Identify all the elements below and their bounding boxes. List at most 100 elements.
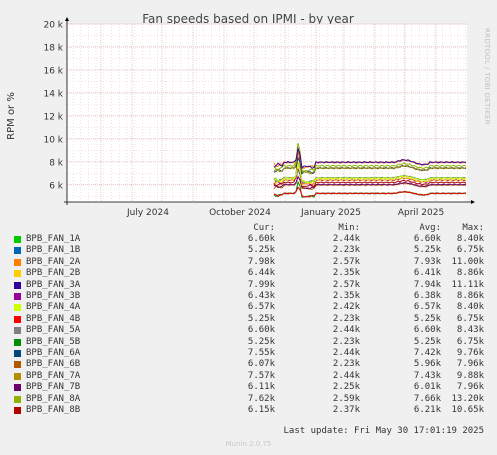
legend-value-cur: 7.99k xyxy=(247,279,275,290)
legend-value-min: 2.23k xyxy=(332,336,360,347)
legend-swatch xyxy=(14,315,21,323)
y-tick-label: 20 k xyxy=(43,21,63,31)
legend-value-max: 8.86k xyxy=(456,268,484,279)
legend-value-min: 2.57k xyxy=(332,279,360,290)
legend-swatch xyxy=(14,281,21,289)
legend-swatch xyxy=(14,293,21,300)
legend-value-cur: 5.25k xyxy=(247,245,275,256)
legend-series-name: BPB_FAN_7B xyxy=(26,382,81,393)
y-tick-label: 18 k xyxy=(43,43,63,53)
legend-value-avg: 6.21k xyxy=(413,405,441,415)
munin-version: Munin 2.0.75 xyxy=(225,440,272,448)
legend-swatch xyxy=(14,338,21,346)
legend-swatch xyxy=(14,247,21,255)
legend-value-min: 2.37k xyxy=(332,405,360,415)
x-axis-arrow xyxy=(471,200,475,204)
legend-series-name: BPB_FAN_8B xyxy=(26,405,81,415)
legend-value-min: 2.25k xyxy=(332,382,360,393)
legend-value-avg: 7.43k xyxy=(413,370,441,381)
legend-value-min: 2.23k xyxy=(332,359,360,370)
last-update-text: Last update: Fri May 30 17:01:19 2025 xyxy=(283,426,484,436)
y-tick-label: 6 k xyxy=(49,181,64,191)
legend-header-avg: Avg: xyxy=(419,223,441,233)
legend-value-max: 11.11k xyxy=(451,279,484,290)
legend-value-min: 2.35k xyxy=(332,268,360,279)
legend-swatch xyxy=(14,258,21,266)
legend-value-min: 2.59k xyxy=(332,393,360,404)
legend-header-cur: Cur: xyxy=(253,223,275,233)
legend-value-avg: 6.60k xyxy=(413,234,441,244)
legend-value-cur: 6.57k xyxy=(247,302,275,313)
series-line-bpb_fan_8b xyxy=(273,148,467,188)
grid xyxy=(67,23,467,202)
series-line-bpb_fan_3a xyxy=(273,146,467,170)
legend-swatch xyxy=(14,270,21,278)
x-tick-label: April 2025 xyxy=(398,208,444,218)
series-line-bpb_fan_8a xyxy=(273,142,467,172)
legend-swatch xyxy=(14,372,21,380)
x-tick-label: October 2024 xyxy=(209,208,271,218)
legend-value-avg: 6.60k xyxy=(413,325,441,336)
legend-value-max: 9.88k xyxy=(456,370,484,381)
legend-value-max: 8.40k xyxy=(456,234,484,244)
series-line-bpb_fan_7a xyxy=(273,149,467,175)
rrdtool-watermark: RRDTOOL / TOBI OETIKER xyxy=(483,28,491,125)
legend-swatch xyxy=(14,304,21,312)
axes: 6 k 8 k 10 k 12 k 14 k 16 k 18 k 20 k July 2024 O… xyxy=(43,17,475,218)
legend-value-avg: 7.42k xyxy=(413,348,441,358)
legend-value-min: 2.44k xyxy=(332,370,360,381)
legend-value-max: 13.20k xyxy=(451,393,484,404)
legend-value-min: 2.44k xyxy=(332,234,360,244)
legend-header-max: Max: xyxy=(462,223,484,233)
series-layer xyxy=(273,142,467,199)
legend-series-name: BPB_FAN_2A xyxy=(26,256,81,267)
legend-value-avg: 7.93k xyxy=(413,256,441,267)
legend-value-max: 9.76k xyxy=(456,348,484,358)
legend-value-avg: 7.66k xyxy=(413,393,441,404)
legend-value-cur: 5.25k xyxy=(247,336,275,347)
legend-value-max: 8.86k xyxy=(456,291,484,301)
series-line-bpb_fan_2a xyxy=(273,148,467,170)
legend-series-name: BPB_FAN_8A xyxy=(26,393,81,404)
legend-value-min: 2.35k xyxy=(332,291,360,301)
legend-value-max: 6.75k xyxy=(456,336,484,347)
legend-series-name: BPB_FAN_1A xyxy=(26,234,81,244)
legend-value-max: 8.40k xyxy=(456,302,484,313)
series-line-bpb_fan_7b xyxy=(273,175,467,190)
legend-series-name: BPB_FAN_5B xyxy=(26,336,81,347)
legend-swatch xyxy=(14,384,21,392)
legend-value-cur: 6.60k xyxy=(247,325,275,336)
legend-value-cur: 7.98k xyxy=(247,256,275,267)
legend-value-max: 6.75k xyxy=(456,313,484,324)
legend-value-cur: 7.55k xyxy=(247,348,275,358)
legend-value-min: 2.23k xyxy=(332,313,360,324)
legend-value-min: 2.57k xyxy=(332,256,360,267)
y-tick-label: 10 k xyxy=(43,135,63,145)
legend-swatch xyxy=(14,236,21,243)
legend-swatch xyxy=(14,361,21,369)
legend-value-cur: 6.11k xyxy=(247,382,275,393)
x-tick-label: July 2024 xyxy=(126,208,169,218)
series-line-bpb_fan_4a xyxy=(273,163,467,184)
legend-value-avg: 6.57k xyxy=(413,302,441,313)
y-tick-label: 8 k xyxy=(49,158,64,168)
legend-value-cur: 6.07k xyxy=(247,359,275,370)
legend-value-avg: 5.25k xyxy=(413,245,441,256)
legend-value-min: 2.44k xyxy=(332,348,360,358)
legend-value-avg: 6.41k xyxy=(413,268,441,279)
legend-value-max: 8.43k xyxy=(456,325,484,336)
legend-value-max: 7.96k xyxy=(456,359,484,370)
legend-value-min: 2.23k xyxy=(332,245,360,256)
legend-value-avg: 7.94k xyxy=(413,279,441,290)
legend-value-max: 10.65k xyxy=(451,405,484,415)
legend-series-name: BPB_FAN_6B xyxy=(26,359,81,370)
chart-title: Fan speeds based on IPMI - by year xyxy=(142,12,354,26)
plot-area xyxy=(67,24,467,202)
legend-value-cur: 6.43k xyxy=(247,291,275,301)
legend-value-avg: 5.96k xyxy=(413,359,441,370)
legend-series-name: BPB_FAN_3B xyxy=(26,291,81,301)
x-tick-label: January 2025 xyxy=(300,208,361,218)
legend-series-name: BPB_FAN_1B xyxy=(26,245,81,256)
legend-value-max: 11.00k xyxy=(451,256,484,267)
